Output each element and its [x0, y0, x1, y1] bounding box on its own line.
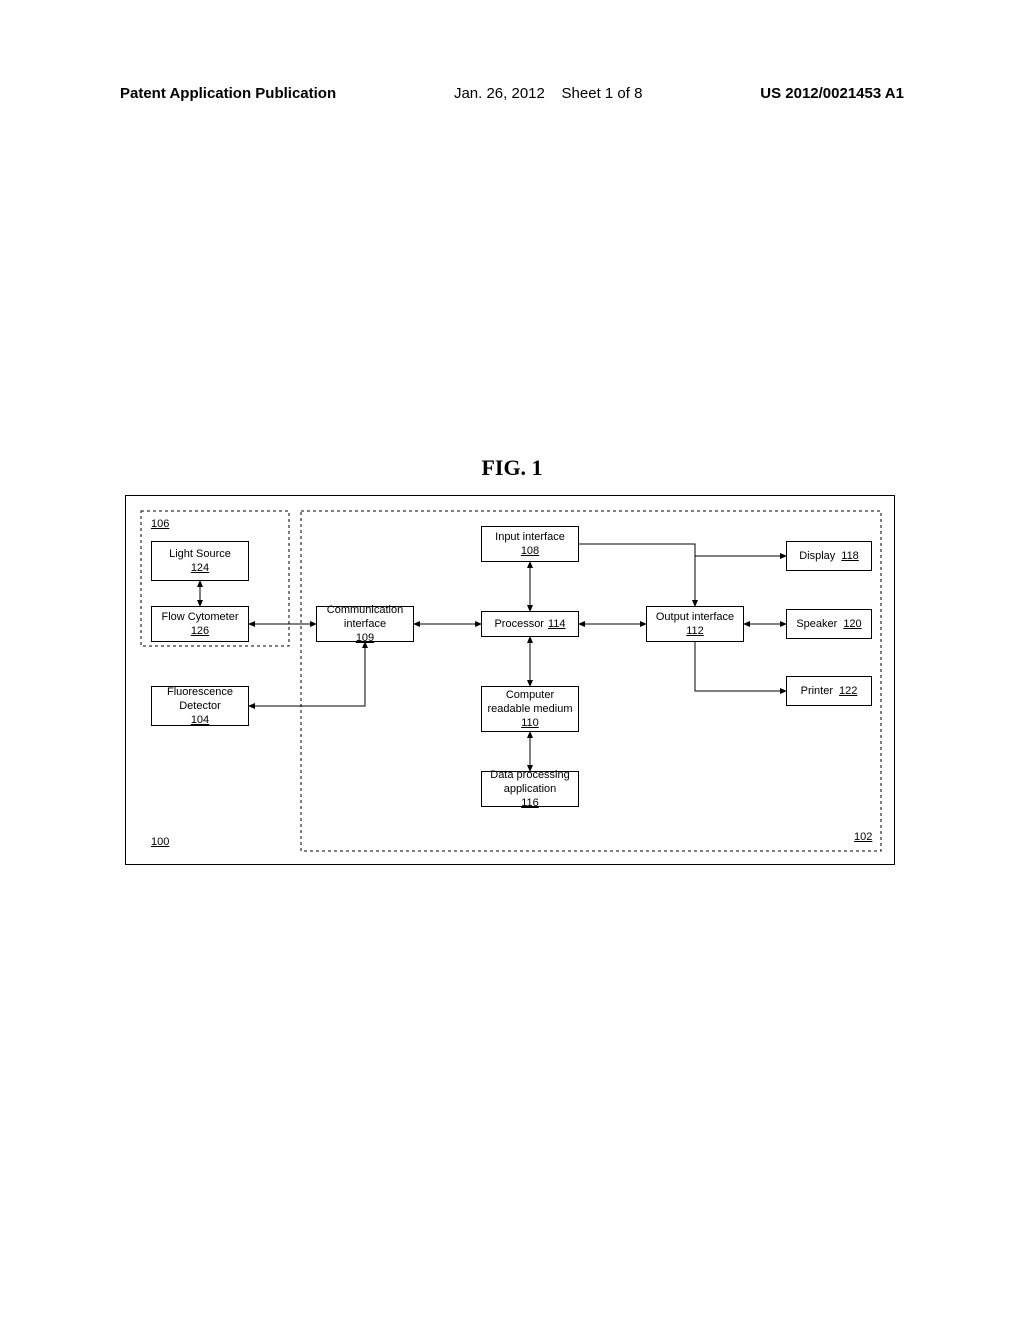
publication-label: Patent Application Publication [120, 85, 336, 102]
edge-output-printer [695, 642, 786, 691]
publication-date: Jan. 26, 2012 [454, 85, 545, 102]
box-display: Display 118 [786, 541, 872, 571]
box-light-source: Light Source 124 [151, 541, 249, 581]
diagram-container: 106 102 100 Light Source 124 Flow Cytome… [125, 495, 895, 865]
box-light-source-label: Light Source [169, 547, 231, 561]
box-flow-cytometer-label: Flow Cytometer [161, 610, 238, 624]
box-data-processing: Data processing application 116 [481, 771, 579, 807]
box-output-interface: Output interface 112 [646, 606, 744, 642]
box-communication-interface: Communication interface 109 [316, 606, 414, 642]
sheet-number: Sheet 1 of 8 [562, 85, 643, 102]
edge-input-display [579, 544, 786, 556]
box-computer-readable-medium: Computer readable medium 110 [481, 686, 579, 732]
box-processor-label: Processor [494, 617, 544, 631]
box-flow-cytometer: Flow Cytometer 126 [151, 606, 249, 642]
box-fluorescence-ref: 104 [191, 713, 209, 727]
box-fluorescence-detector: Fluorescence Detector 104 [151, 686, 249, 726]
box-display-ref: 118 [841, 549, 859, 563]
publication-number: US 2012/0021453 A1 [760, 85, 904, 102]
box-processor-ref: 114 [548, 617, 566, 631]
box-input-label: Input interface [495, 530, 565, 544]
box-medium-ref: 110 [521, 716, 539, 730]
box-comm-label: Communication interface [319, 603, 411, 632]
edge-fluorescence-comm [249, 642, 365, 706]
box-dataproc-ref: 116 [521, 796, 539, 810]
box-flow-cytometer-ref: 126 [191, 624, 209, 638]
edge-output-display-hidden [695, 556, 786, 606]
box-display-label: Display [799, 549, 835, 563]
box-input-ref: 108 [521, 544, 539, 558]
box-dataproc-label: Data processing application [484, 768, 576, 797]
figure-title: FIG. 1 [481, 455, 542, 481]
group-106-label: 106 [151, 518, 169, 530]
box-printer-label: Printer [801, 684, 833, 698]
group-100-label: 100 [151, 836, 169, 848]
box-input-interface: Input interface 108 [481, 526, 579, 562]
box-printer-ref: 122 [839, 684, 857, 698]
box-speaker-label: Speaker [796, 617, 837, 631]
box-output-ref: 112 [686, 624, 704, 638]
box-processor: Processor 114 [481, 611, 579, 637]
box-printer: Printer 122 [786, 676, 872, 706]
box-speaker: Speaker 120 [786, 609, 872, 639]
box-output-label: Output interface [656, 610, 734, 624]
box-medium-label: Computer readable medium [484, 688, 576, 717]
box-fluorescence-label: Fluorescence Detector [154, 685, 246, 714]
box-speaker-ref: 120 [843, 617, 861, 631]
box-light-source-ref: 124 [191, 561, 209, 575]
header-center-group: Jan. 26, 2012 Sheet 1 of 8 [454, 85, 643, 102]
group-102-label: 102 [854, 831, 872, 843]
box-comm-ref: 109 [356, 631, 374, 645]
